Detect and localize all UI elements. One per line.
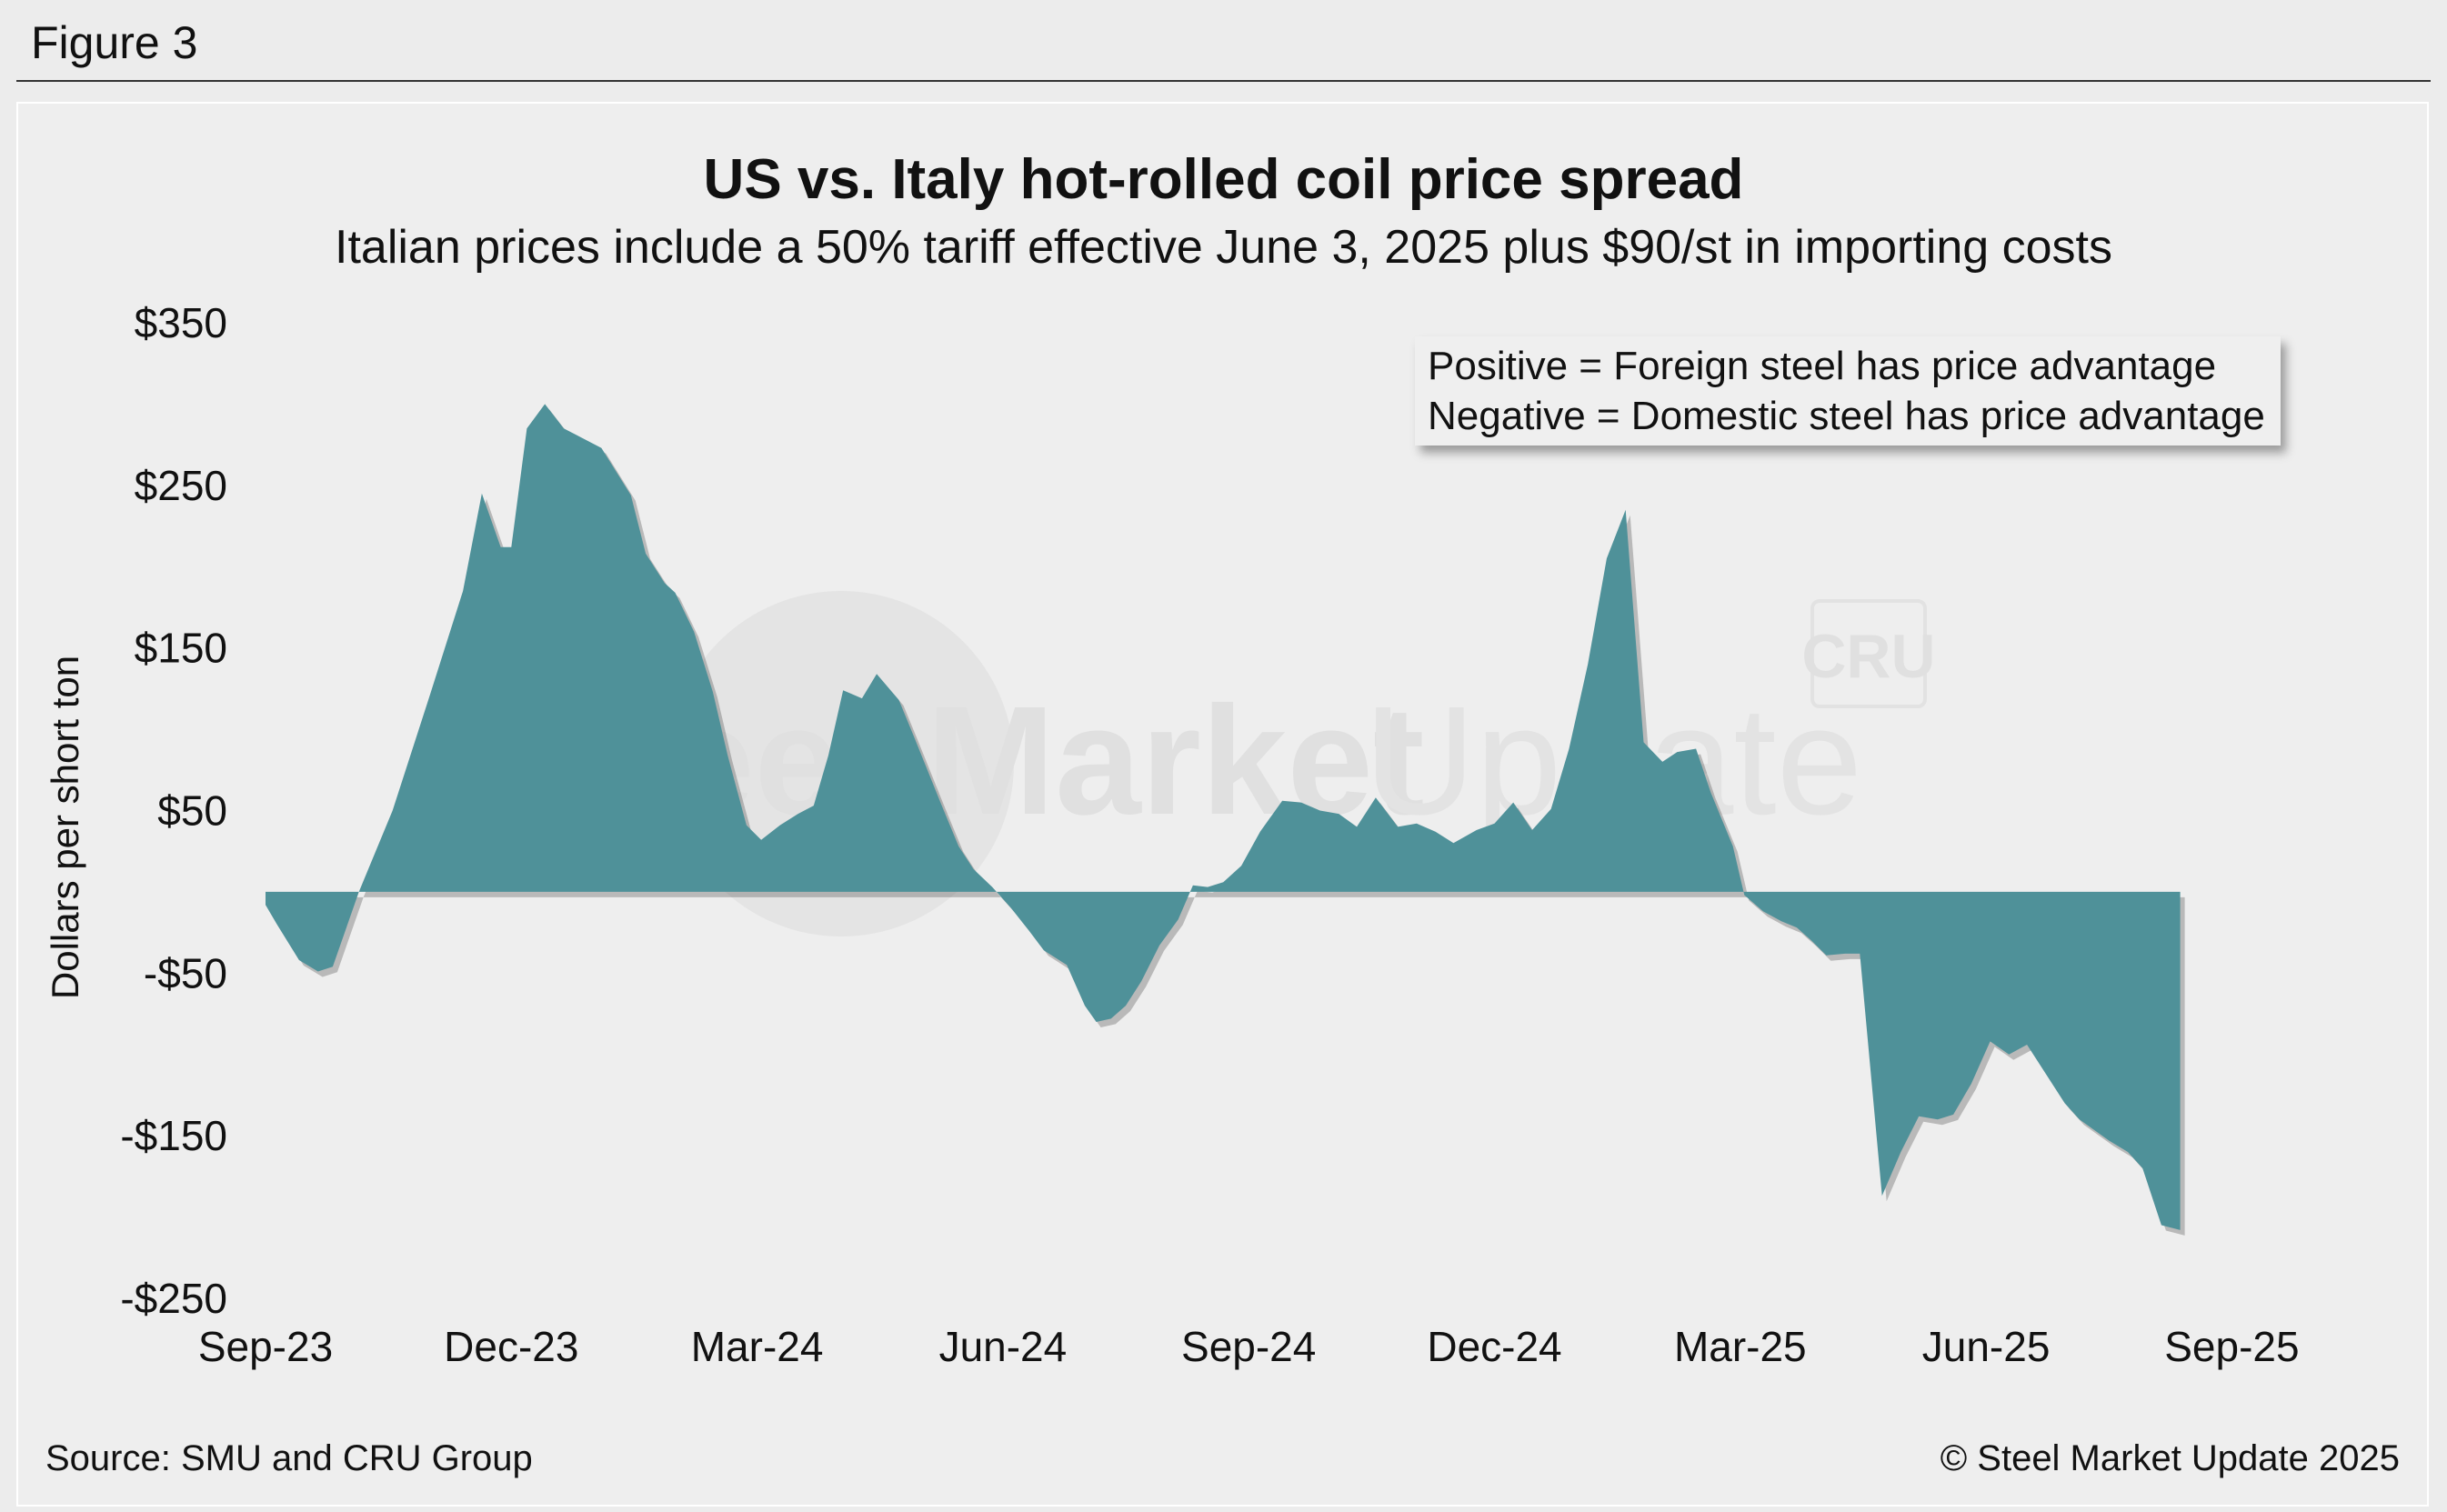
source-note: Source: SMU and CRU Group <box>45 1438 533 1478</box>
x-tick-label: Dec-23 <box>444 1323 578 1370</box>
legend-box: Positive = Foreign steel has price advan… <box>1415 336 2281 446</box>
x-tick-label: Mar-24 <box>691 1323 824 1370</box>
y-tick-label: $150 <box>135 625 227 672</box>
figure-rule <box>16 80 2431 82</box>
x-axis-ticks: Sep-23 Dec-23 Mar-24 Jun-24 Sep-24 Dec-24 Mar-… <box>198 1323 2300 1370</box>
x-tick-label: Sep-23 <box>198 1323 333 1370</box>
copyright-note: © Steel Market Update 2025 <box>1940 1438 2400 1478</box>
series-area-0 <box>266 404 2181 1230</box>
figure-label: Figure 3 <box>31 17 198 68</box>
y-tick-label: $350 <box>135 299 227 346</box>
legend-negative: Negative = Domestic steel has price adva… <box>1428 394 2265 438</box>
x-tick-label: Dec-24 <box>1427 1323 1561 1370</box>
chart-subtitle: Italian prices include a 50% tariff effe… <box>335 221 2112 274</box>
chart-title: US vs. Italy hot-rolled coil price sprea… <box>703 148 1744 211</box>
y-tick-label: -$250 <box>120 1275 227 1322</box>
y-tick-label: $250 <box>135 462 227 509</box>
x-tick-label: Sep-25 <box>2164 1323 2299 1370</box>
area-layer <box>266 404 2185 1236</box>
x-tick-label: Mar-25 <box>1674 1323 1807 1370</box>
x-tick-label: Sep-24 <box>1181 1323 1316 1370</box>
x-tick-label: Jun-24 <box>939 1323 1068 1370</box>
y-tick-label: -$150 <box>120 1112 227 1159</box>
y-axis-ticks: $350 $250 $150 $50 -$50 -$150 -$250 <box>120 299 227 1322</box>
y-axis-label: Dollars per short ton <box>44 655 86 1000</box>
legend-positive: Positive = Foreign steel has price advan… <box>1428 344 2217 388</box>
y-tick-label: -$50 <box>144 949 227 996</box>
watermark-cru: CRU <box>1801 622 1935 691</box>
watermark-cru-box <box>1810 599 1927 708</box>
x-tick-label: Jun-25 <box>1922 1323 2051 1370</box>
y-tick-label: $50 <box>157 787 227 835</box>
